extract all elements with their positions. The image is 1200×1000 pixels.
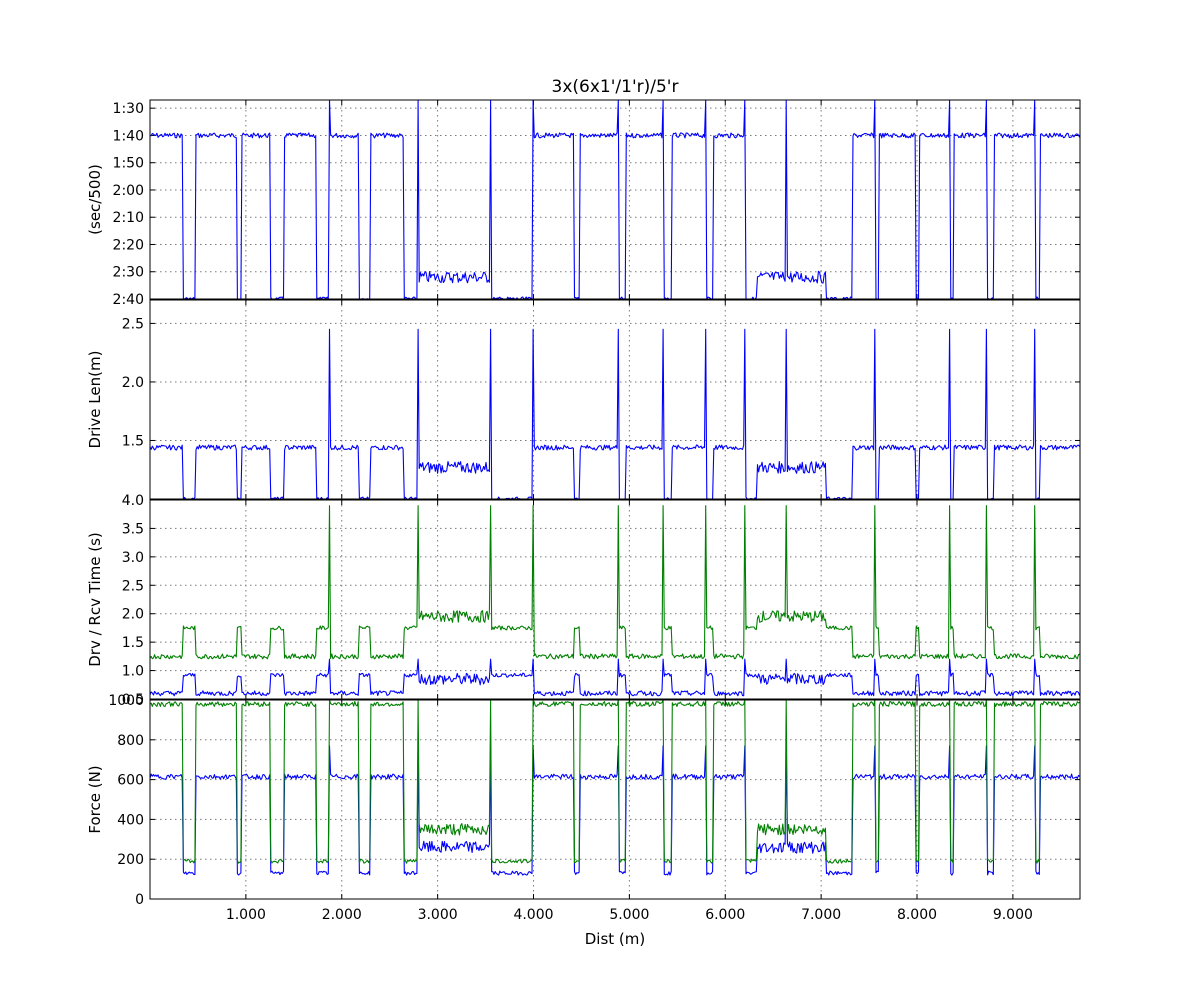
y-tick-label: 1:30 (113, 101, 144, 117)
y-tick-label: 2:30 (113, 265, 144, 281)
x-tick-label: 4.000 (513, 907, 553, 923)
panel-frame (149, 499, 1081, 700)
series-line-drv-rcv-time-0 (149, 505, 1080, 660)
y-tick-label: 3.5 (122, 521, 144, 537)
y-tick-label: 800 (117, 733, 144, 749)
panel-drv-rcv-time: 0.5 1.0 1.5 2.0 2.5 3.0 3.5 4.0 Drv / Rcv Time (… (86, 493, 1081, 708)
y-tick-label: 2.5 (122, 578, 144, 594)
y-tick-label: 2:10 (113, 210, 144, 226)
panel-pace: 1:30 1:40 1:50 2:00 2:10 2:20 2:30 2:40 (sec/500… (86, 99, 1081, 308)
y-tick-label: 0.5 (122, 692, 144, 708)
y-tick-label: 2:00 (113, 183, 144, 199)
x-tick-label: 8.000 (897, 907, 937, 923)
x-tick-label: 7.000 (801, 907, 841, 923)
y-tick-label: 1.5 (122, 433, 144, 449)
x-tick-label: 2.000 (322, 907, 362, 923)
panel-force: 1.000 2.000 3.000 4.000 5.000 6.000 7.000 8.000… (86, 693, 1081, 923)
y-tick-label: 1:40 (113, 128, 144, 144)
y-tick-label: 4.0 (122, 493, 144, 509)
series-line-drv-rcv-time-1 (149, 658, 1081, 697)
y-tick-label: 1.5 (122, 635, 144, 651)
panel-frame (149, 299, 1081, 500)
y-tick-label: 1000 (108, 693, 144, 709)
x-tick-label: 9.000 (993, 907, 1033, 923)
chart-title: 3x(6x1'/1'r)/5'r (552, 77, 679, 97)
series-line-drive-len-0 (149, 328, 1081, 500)
y-tick-label: 600 (117, 773, 144, 789)
y-axis-label: Force (N) (86, 765, 104, 833)
y-axis-label: (sec/500) (86, 164, 104, 235)
panel-drive-len: 1.5 2.0 2.5 Drive Len(m) (86, 299, 1081, 500)
x-axis-label: Dist (m) (585, 930, 646, 948)
y-tick-label: 1:50 (113, 156, 144, 172)
y-axis-label: Drive Len(m) (86, 351, 104, 449)
y-axis-label: Drv / Rcv Time (s) (86, 532, 104, 667)
y-tick-label: 2:40 (113, 292, 144, 308)
series-line-force-1 (149, 699, 1080, 864)
y-tick-label: 2.5 (122, 316, 144, 332)
x-tick-label: 5.000 (609, 907, 649, 923)
y-tick-label: 2.0 (122, 375, 144, 391)
x-tick-label: 1.000 (226, 907, 266, 923)
x-tick-label: 6.000 (705, 907, 745, 923)
y-tick-label: 400 (117, 812, 144, 828)
y-tick-label: 2.0 (122, 607, 144, 623)
panel-frame (149, 99, 1081, 300)
panel-frame (149, 699, 1081, 900)
panels: 1:30 1:40 1:50 2:00 2:10 2:20 2:30 2:40 (sec/500… (86, 99, 1081, 923)
y-tick-label: 2:20 (113, 237, 144, 253)
y-tick-label: 3.0 (122, 550, 144, 566)
series-line-force-0 (149, 745, 1080, 876)
x-tick-label: 3.000 (418, 907, 458, 923)
y-tick-label: 1.0 (122, 664, 144, 680)
y-tick-label: 200 (117, 852, 144, 868)
y-tick-label: 0 (135, 892, 144, 908)
series-line-pace-0 (149, 99, 1081, 300)
